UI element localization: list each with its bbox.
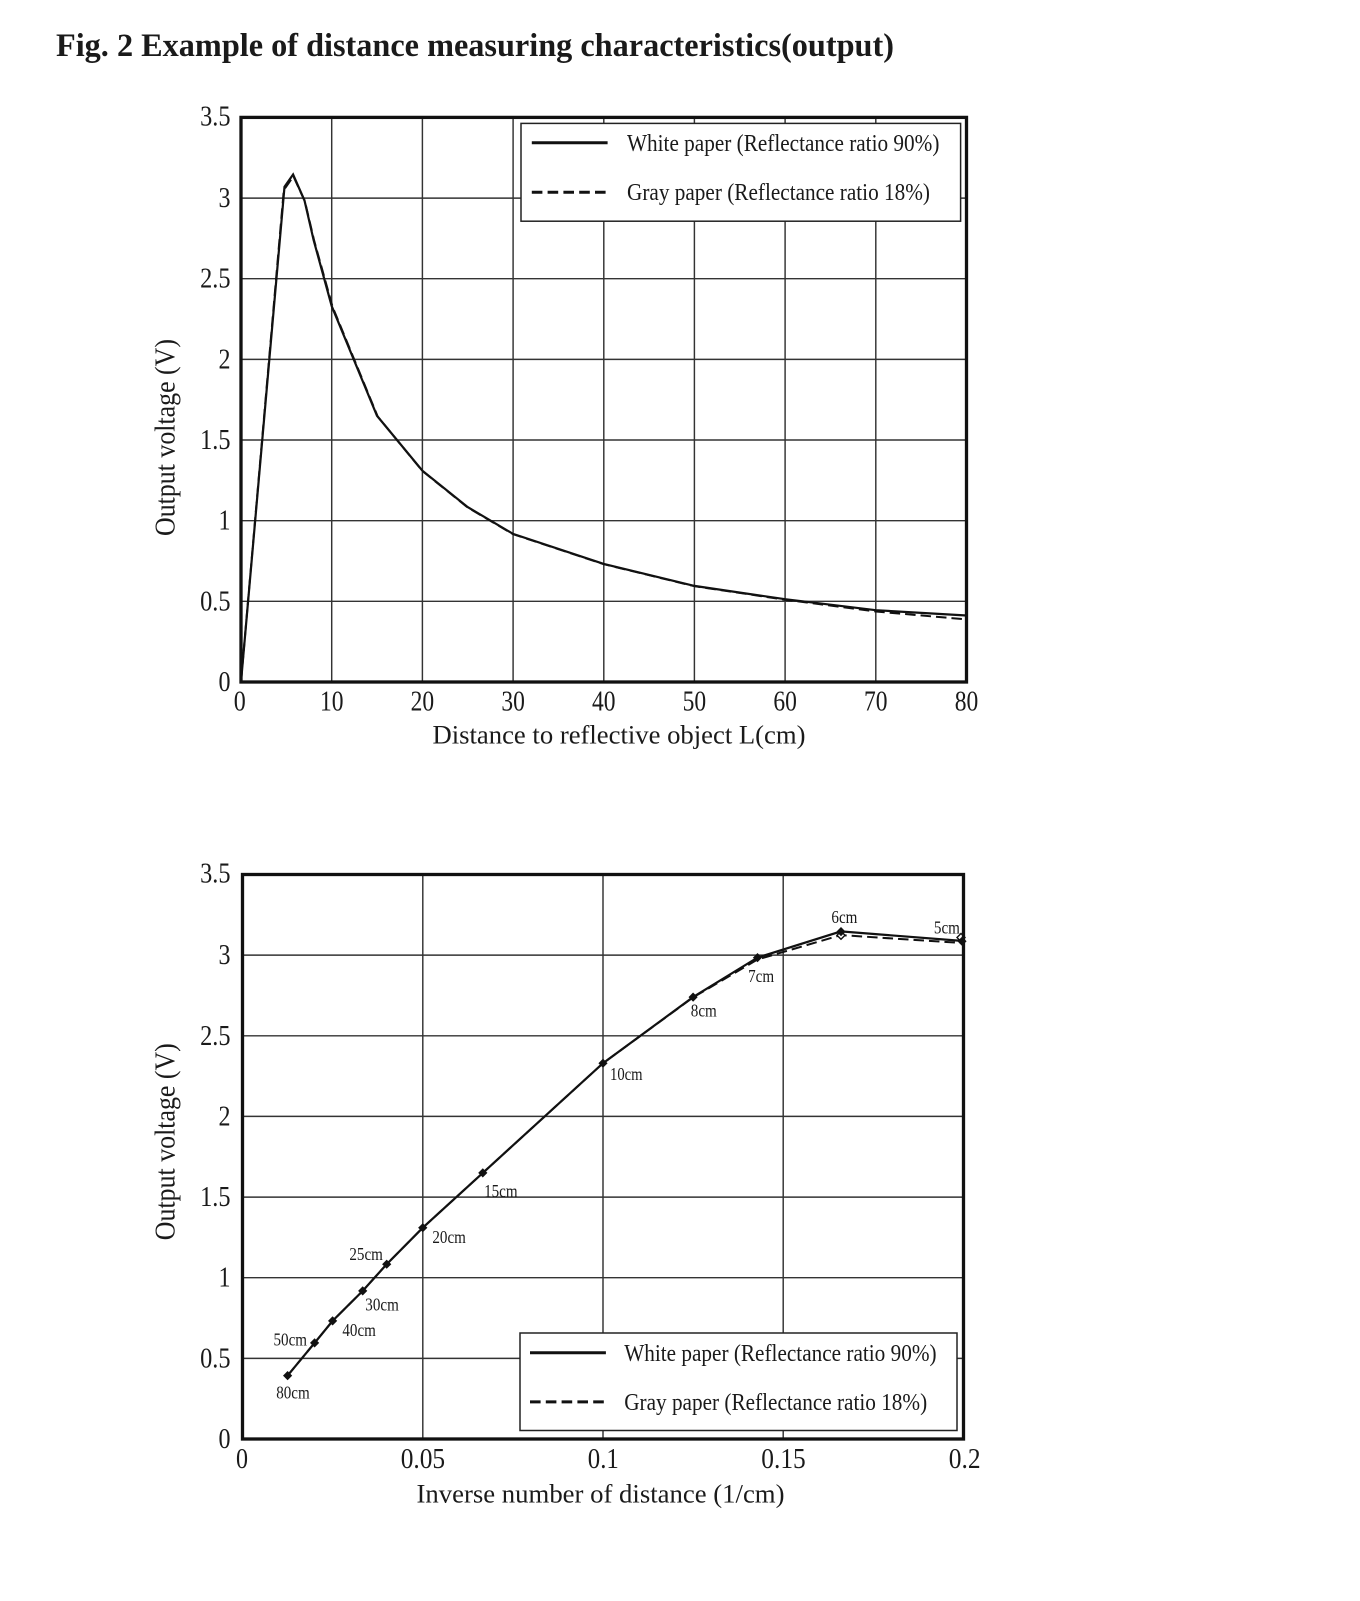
svg-text:40: 40 [592, 686, 616, 717]
svg-text:Fig. 2 Example of distance mea: Fig. 2 Example of distance measuring cha… [56, 28, 894, 64]
svg-text:80cm: 80cm [276, 1383, 310, 1403]
svg-text:80: 80 [955, 686, 979, 717]
svg-text:1.5: 1.5 [200, 425, 230, 456]
svg-text:1: 1 [219, 506, 231, 537]
svg-text:White paper (Reflectance ratio: White paper (Reflectance ratio 90%) [624, 1341, 936, 1367]
svg-text:0.1: 0.1 [588, 1444, 619, 1475]
svg-text:3: 3 [219, 183, 231, 214]
svg-text:3.5: 3.5 [200, 102, 230, 133]
svg-text:10: 10 [320, 686, 344, 717]
svg-text:Gray paper (Reflectance ratio: Gray paper (Reflectance ratio 18%) [624, 1390, 927, 1416]
svg-text:70: 70 [864, 686, 888, 717]
svg-text:0: 0 [234, 686, 246, 717]
svg-text:5cm: 5cm [934, 918, 960, 938]
svg-text:8cm: 8cm [691, 1001, 717, 1021]
svg-text:0.15: 0.15 [761, 1444, 805, 1475]
svg-text:20: 20 [411, 686, 435, 717]
svg-text:1.5: 1.5 [200, 1182, 230, 1213]
svg-text:15cm: 15cm [484, 1181, 517, 1201]
svg-text:40cm: 40cm [342, 1320, 376, 1340]
svg-text:0: 0 [236, 1444, 248, 1475]
svg-text:3.5: 3.5 [200, 859, 230, 890]
svg-text:2.5: 2.5 [200, 264, 230, 295]
svg-text:2.5: 2.5 [200, 1021, 230, 1052]
svg-text:Gray paper (Reflectance ratio: Gray paper (Reflectance ratio 18%) [627, 180, 930, 206]
svg-text:30cm: 30cm [365, 1294, 399, 1314]
svg-text:3: 3 [219, 940, 231, 971]
svg-text:60: 60 [773, 686, 797, 717]
svg-text:6cm: 6cm [831, 907, 857, 927]
svg-text:1: 1 [219, 1263, 231, 1294]
svg-text:2: 2 [219, 344, 231, 375]
svg-text:10cm: 10cm [610, 1064, 643, 1084]
svg-text:0.05: 0.05 [401, 1444, 445, 1475]
svg-text:Distance to reflective object: Distance to reflective object L(cm) [433, 720, 806, 749]
svg-text:50: 50 [683, 686, 707, 717]
svg-text:Output voltage (V): Output voltage (V) [151, 339, 182, 536]
svg-text:Output voltage (V): Output voltage (V) [151, 1043, 182, 1240]
svg-text:0.5: 0.5 [200, 1343, 230, 1374]
svg-text:0.5: 0.5 [200, 586, 230, 617]
svg-text:0.2: 0.2 [949, 1444, 981, 1475]
svg-text:25cm: 25cm [349, 1244, 383, 1264]
svg-text:Inverse number of distance (1/: Inverse number of distance (1/cm) [417, 1480, 785, 1509]
svg-text:0: 0 [219, 1424, 231, 1455]
svg-text:White paper (Reflectance ratio: White paper (Reflectance ratio 90%) [627, 131, 939, 157]
svg-text:0: 0 [219, 667, 231, 698]
svg-text:20cm: 20cm [432, 1227, 466, 1247]
svg-text:30: 30 [501, 686, 525, 717]
svg-text:7cm: 7cm [748, 966, 774, 986]
svg-text:2: 2 [219, 1101, 231, 1132]
svg-text:50cm: 50cm [274, 1330, 308, 1350]
